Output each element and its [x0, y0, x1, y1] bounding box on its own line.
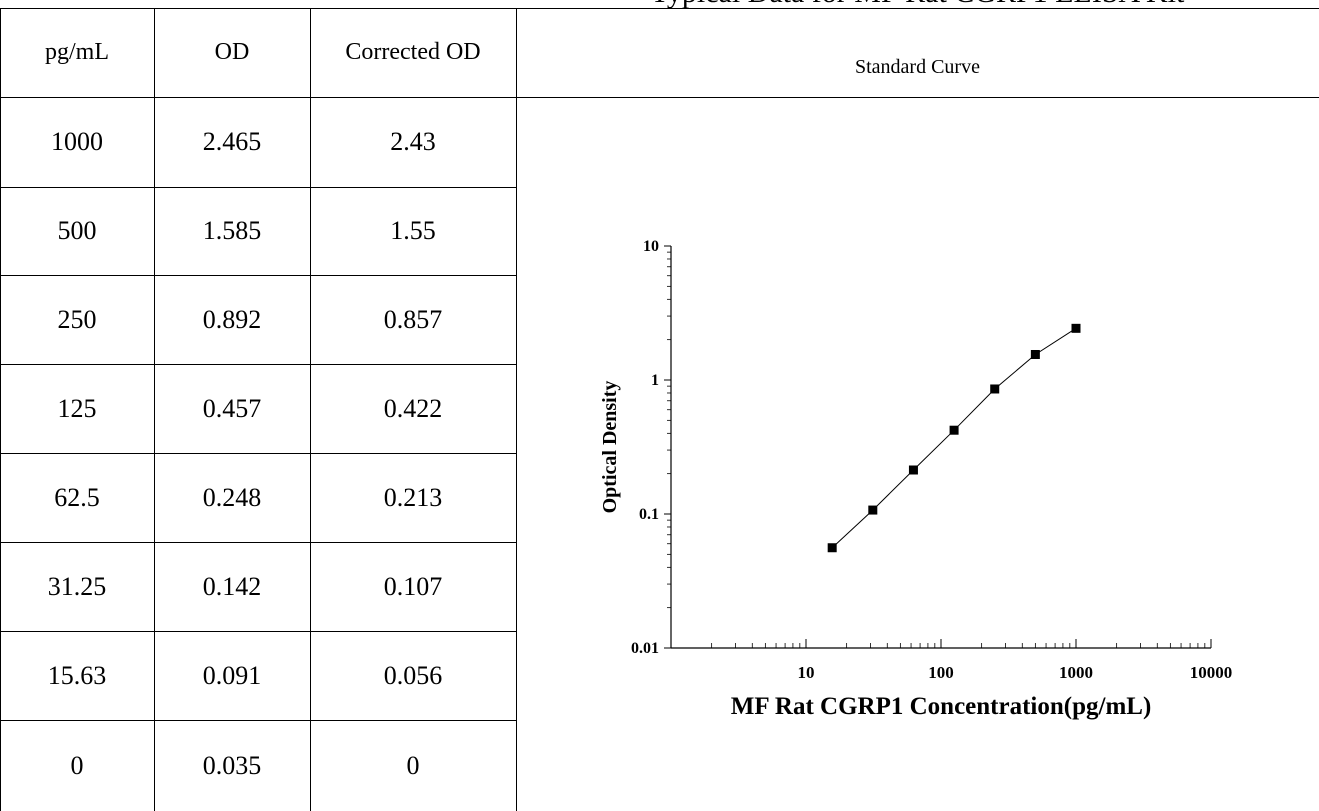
- standard-curve-chart: 10 100 1000 10000 0.01 0.1 1 10 MF Rat CGRP1 Con…: [599, 238, 1233, 720]
- table-border-left: [0, 8, 1, 811]
- row-divider: [0, 453, 516, 454]
- x-axis-label: MF Rat CGRP1 Concentration(pg/mL): [731, 693, 1152, 720]
- y-tick-label: 0.1: [639, 506, 659, 523]
- column-divider: [310, 8, 311, 811]
- od-cell: 0.892: [202, 304, 262, 334]
- y-axis-label: Optical Density: [599, 381, 621, 514]
- row-divider: [0, 187, 516, 188]
- column-header-concentration: pg/mL: [45, 39, 109, 65]
- table-border-top: [0, 8, 1319, 9]
- od-cell: 2.465: [202, 127, 262, 156]
- concentration-cell: 125: [57, 393, 97, 423]
- concentration-cell: 250: [57, 304, 97, 334]
- od-cell: 0.091: [202, 660, 262, 690]
- corrected-od-cell: 0: [406, 750, 420, 780]
- od-cell: 0.457: [202, 393, 262, 423]
- od-cell: 0.248: [202, 482, 262, 512]
- x-tick-label: 1000: [1059, 663, 1093, 682]
- data-point: [949, 425, 959, 435]
- concentration-cell: 500: [57, 216, 97, 245]
- page-title: Typical Data for MF Rat CGRP1 ELISA Kit: [516, 0, 1319, 9]
- y-tick-label: 1: [651, 372, 659, 389]
- corrected-od-cell: 0.422: [383, 393, 443, 423]
- row-divider: [0, 364, 516, 365]
- column-divider: [516, 8, 517, 811]
- x-tick-label: 10000: [1190, 663, 1233, 682]
- x-tick-label: 10: [798, 663, 815, 682]
- y-tick-label: 10: [643, 238, 659, 255]
- y-tick-label: 0.01: [631, 640, 659, 657]
- od-cell: 0.035: [202, 750, 262, 780]
- chart-title: Standard Curve: [855, 55, 980, 78]
- concentration-cell: 62.5: [54, 482, 100, 512]
- concentration-cell: 0: [70, 750, 84, 780]
- x-tick-label: 100: [928, 663, 954, 682]
- od-cell: 1.585: [202, 216, 262, 245]
- data-point: [990, 384, 1000, 394]
- data-point: [827, 543, 837, 553]
- data-point: [908, 465, 918, 475]
- corrected-od-cell: 2.43: [390, 127, 436, 156]
- data-point: [868, 505, 878, 515]
- concentration-cell: 31.25: [47, 571, 107, 601]
- row-divider: [0, 631, 516, 632]
- table-header-divider: [0, 97, 1319, 98]
- row-divider: [0, 720, 516, 721]
- column-header-corrected-od: Corrected OD: [345, 39, 481, 65]
- column-divider: [154, 8, 155, 811]
- corrected-od-cell: 1.55: [390, 216, 436, 245]
- data-point: [1030, 349, 1040, 359]
- od-cell: 0.142: [202, 571, 262, 601]
- corrected-od-cell: 0.213: [383, 482, 443, 512]
- data-point: [1071, 323, 1081, 333]
- concentration-cell: 1000: [51, 127, 103, 156]
- standard-curve-line: [831, 327, 1077, 549]
- row-divider: [0, 275, 516, 276]
- column-header-od: OD: [214, 39, 250, 65]
- corrected-od-cell: 0.857: [383, 304, 443, 334]
- corrected-od-cell: 0.107: [383, 571, 443, 601]
- concentration-cell: 15.63: [47, 660, 107, 690]
- corrected-od-cell: 0.056: [383, 660, 443, 690]
- row-divider: [0, 542, 516, 543]
